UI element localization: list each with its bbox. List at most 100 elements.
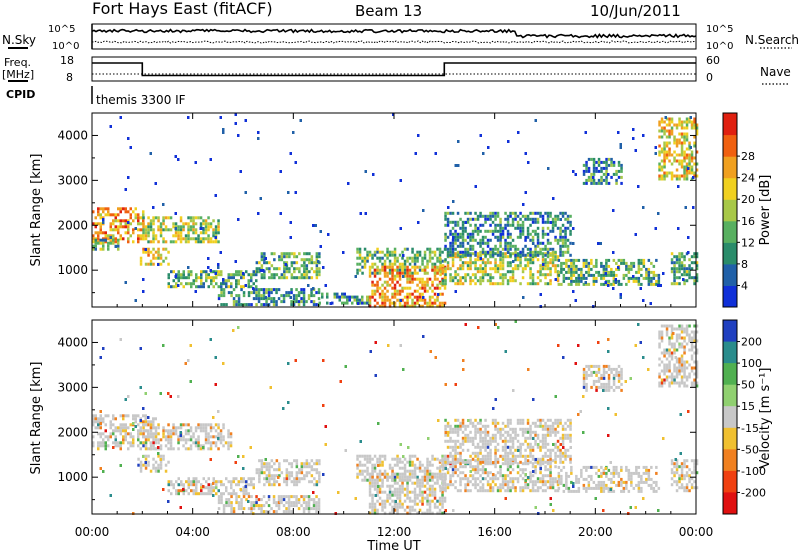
heatmap-cell — [315, 264, 319, 268]
heatmap-cell — [680, 255, 684, 259]
heatmap-cell — [625, 483, 628, 487]
heatmap-cell — [147, 454, 150, 458]
heatmap-cell — [300, 291, 303, 295]
heatmap-cell — [305, 462, 309, 466]
heatmap-cell — [602, 370, 606, 374]
heatmap-cell — [97, 234, 100, 238]
heatmap-cell — [501, 433, 505, 437]
heatmap-cell — [174, 275, 177, 278]
heatmap-cell — [368, 271, 372, 275]
heatmap-cell — [169, 435, 173, 439]
heatmap-cell — [363, 463, 367, 467]
heatmap-cell — [451, 474, 455, 478]
heatmap-cell — [531, 250, 535, 254]
heatmap-cell — [600, 486, 603, 490]
heatmap-cell — [474, 477, 477, 481]
heatmap-cell — [363, 256, 367, 260]
heatmap-cell — [152, 216, 155, 220]
heatmap-cell — [617, 160, 621, 164]
heatmap-cell — [144, 438, 148, 442]
heatmap-cell — [688, 162, 691, 166]
heatmap-cell — [456, 250, 460, 254]
heatmap-cell — [187, 116, 190, 119]
heatmap-cell — [423, 469, 427, 473]
heatmap-cell — [466, 264, 470, 268]
heatmap-cell — [270, 273, 274, 277]
heatmap-cell — [298, 267, 301, 271]
heatmap-cell — [444, 424, 447, 428]
heatmap-cell — [423, 268, 427, 272]
heatmap-cell — [663, 120, 666, 124]
heatmap-cell — [408, 256, 412, 260]
heatmap-cell — [204, 222, 208, 226]
heatmap-cell — [426, 508, 429, 512]
heatmap-cell — [333, 292, 336, 296]
heatmap-cell — [177, 284, 180, 287]
heatmap-cell — [441, 486, 445, 490]
heatmap-cell — [637, 471, 641, 475]
heatmap-cell — [222, 426, 225, 430]
heatmap-cell — [295, 267, 299, 271]
heatmap-cell — [662, 272, 665, 275]
heatmap-cell — [600, 474, 603, 478]
heatmap-cell — [164, 247, 168, 251]
heatmap-cell — [267, 504, 271, 508]
heatmap-cell — [423, 478, 427, 482]
heatmap-cell — [504, 451, 507, 455]
heatmap-cell — [516, 465, 520, 469]
heatmap-cell — [600, 181, 603, 185]
heatmap-cell — [215, 282, 218, 286]
heatmap-cell — [252, 507, 256, 511]
heatmap-cell — [305, 252, 309, 256]
heatmap-cell — [665, 363, 669, 367]
heatmap-cell — [650, 279, 653, 283]
heatmap-cell — [426, 487, 429, 491]
heatmap-cell — [544, 261, 547, 265]
colorbar-tick-label: 8 — [741, 258, 748, 271]
heatmap-cell — [509, 279, 512, 283]
heatmap-cell — [237, 501, 241, 505]
heatmap-cell — [554, 220, 557, 224]
heatmap-cell — [541, 261, 545, 265]
heatmap-cell — [235, 300, 238, 304]
heatmap-cell — [225, 501, 228, 505]
heatmap-cell — [381, 490, 384, 494]
heatmap-cell — [556, 238, 560, 242]
heatmap-cell — [459, 489, 462, 493]
heatmap-cell — [421, 298, 424, 302]
heatmap-cell — [124, 188, 127, 191]
heatmap-cell — [501, 255, 505, 259]
heatmap-cell — [592, 465, 596, 469]
heatmap-cell — [506, 465, 510, 469]
heatmap-cell — [361, 472, 364, 476]
heatmap-cell — [446, 253, 450, 257]
heatmap-cell — [416, 271, 419, 275]
heatmap-cell — [250, 285, 253, 289]
heatmap-cell — [295, 495, 298, 499]
heatmap-cell — [204, 432, 208, 436]
heatmap-cell — [137, 237, 140, 241]
heatmap-cell — [632, 137, 635, 140]
heatmap-cell — [660, 129, 664, 133]
heatmap-cell — [175, 489, 178, 493]
heatmap-cell — [197, 438, 200, 442]
heatmap-cell — [212, 279, 215, 283]
heatmap-cell — [670, 282, 674, 286]
heatmap-cell — [509, 214, 512, 218]
heatmap-cell — [511, 477, 515, 481]
heatmap-cell — [388, 271, 392, 275]
heatmap-cell — [683, 120, 686, 124]
heatmap-cell — [645, 465, 648, 469]
heatmap-cell — [217, 294, 221, 298]
heatmap-cell — [270, 474, 274, 478]
heatmap-cell — [607, 385, 611, 389]
heatmap-cell — [368, 457, 372, 461]
heatmap-cell — [164, 216, 168, 220]
heatmap-cell — [469, 459, 472, 463]
heatmap-cell — [346, 298, 349, 302]
heatmap-cell — [398, 283, 402, 287]
heatmap-cell — [544, 253, 547, 257]
heatmap-cell — [117, 225, 120, 229]
heatmap-cell — [433, 265, 437, 269]
heatmap-cell — [152, 206, 155, 209]
